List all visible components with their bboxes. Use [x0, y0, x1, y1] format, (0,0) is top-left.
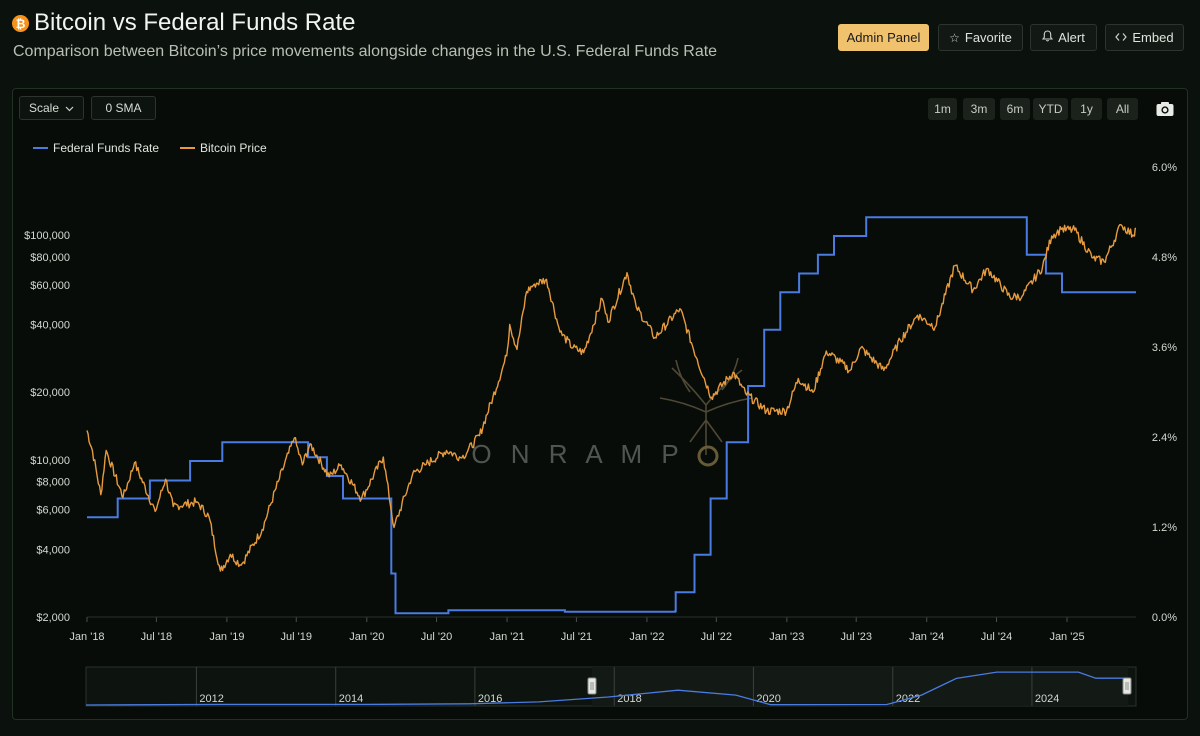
favorite-button[interactable]: ☆ Favorite	[938, 24, 1023, 51]
x-tick-label: Jul '20	[421, 631, 452, 643]
navigator-tick-label: 2014	[339, 693, 363, 705]
y-right-tick-label: 3.6%	[1152, 342, 1177, 354]
scale-label: Scale	[28, 101, 60, 115]
page-subtitle: Comparison between Bitcoin’s price movem…	[13, 43, 718, 60]
y-left-tick-label: $4,000	[36, 544, 70, 556]
scale-dropdown[interactable]: Scale	[19, 96, 84, 120]
legend-label-fed: Federal Funds Rate	[53, 141, 159, 155]
range-label: 1m	[934, 102, 951, 116]
range-label: YTD	[1038, 102, 1063, 116]
y-left-tick-label: $40,000	[30, 319, 70, 331]
y-left-tick-label: $80,000	[30, 252, 70, 264]
navigator-tick-label: 2016	[478, 693, 502, 705]
page-header: ₿ Bitcoin vs Federal Funds Rate Comparis…	[0, 0, 1200, 80]
bitcoin-price-line	[86, 223, 1137, 572]
y-right-tick-label: 4.8%	[1152, 252, 1177, 264]
page-title: Bitcoin vs Federal Funds Rate	[34, 9, 356, 36]
y-right-tick-label: 6.0%	[1152, 162, 1177, 174]
x-tick-label: Jan '22	[629, 631, 664, 643]
y-left-tick-label: $10,000	[30, 455, 70, 467]
watermark-text: O N R A M P	[471, 439, 684, 469]
favorite-label: Favorite	[964, 30, 1012, 45]
y-left-tick-label: $20,000	[30, 387, 70, 399]
chart-panel	[12, 88, 1188, 720]
navigator-handle[interactable]	[1122, 677, 1132, 695]
tree-ring	[697, 445, 719, 467]
range-6m-button[interactable]: 6m	[1000, 98, 1030, 120]
y-right-tick-label: 1.2%	[1152, 522, 1177, 534]
range-label: 6m	[1006, 102, 1024, 116]
range-1y-button[interactable]: 1y	[1071, 98, 1102, 120]
navigator-tick-label: 2012	[199, 693, 223, 705]
alert-label: Alert	[1058, 30, 1085, 45]
x-tick-label: Jan '20	[349, 631, 384, 643]
y-right-tick-label: 0.0%	[1152, 612, 1177, 624]
navigator-tick-label: 2024	[1035, 693, 1059, 705]
y-left-tick-label: $60,000	[30, 280, 70, 292]
x-tick-label: Jul '22	[701, 631, 732, 643]
alert-button[interactable]: Alert	[1030, 24, 1097, 51]
x-tick-label: Jul '19	[281, 631, 312, 643]
navigator-handle[interactable]	[587, 677, 597, 695]
sma-button[interactable]: 0 SMA	[91, 96, 156, 120]
embed-button[interactable]: Embed	[1105, 24, 1184, 51]
y-left-tick-label: $100,000	[24, 230, 70, 242]
sma-label: 0 SMA	[105, 101, 142, 115]
range-label: All	[1115, 102, 1130, 116]
chevron-down-icon	[65, 101, 74, 115]
admin-panel-label: Admin Panel	[846, 30, 921, 45]
navigator-tick-label: 2020	[756, 693, 780, 705]
x-tick-label: Jul '18	[141, 631, 172, 643]
admin-panel-button[interactable]: Admin Panel	[838, 24, 929, 51]
range-3m-button[interactable]: 3m	[963, 98, 995, 120]
y-left-tick-label: $6,000	[36, 505, 70, 517]
x-tick-label: Jan '23	[769, 631, 804, 643]
range-all-button[interactable]: All	[1107, 98, 1138, 120]
x-tick-label: Jan '18	[69, 631, 104, 643]
range-label: 1y	[1080, 102, 1093, 116]
legend-label-btc: Bitcoin Price	[200, 141, 267, 155]
x-tick-label: Jul '24	[981, 631, 1012, 643]
y-left-tick-label: $8,000	[36, 477, 70, 489]
x-tick-label: Jan '21	[489, 631, 524, 643]
x-tick-label: Jan '24	[909, 631, 944, 643]
fed-funds-rate-line	[87, 216, 1136, 615]
y-right-tick-label: 2.4%	[1152, 432, 1177, 444]
x-tick-label: Jan '25	[1049, 631, 1084, 643]
camera-icon[interactable]	[1155, 100, 1175, 118]
code-icon	[1115, 31, 1128, 45]
x-tick-label: Jul '23	[840, 631, 871, 643]
bitcoin-logo-icon: ₿	[12, 15, 29, 32]
x-tick-label: Jul '21	[561, 631, 592, 643]
star-icon: ☆	[949, 30, 960, 45]
navigator-selection	[592, 667, 1128, 706]
navigator-line	[85, 671, 1131, 706]
x-tick-label: Jan '19	[209, 631, 244, 643]
bell-icon	[1041, 30, 1054, 45]
embed-label: Embed	[1132, 30, 1174, 45]
range-1m-button[interactable]: 1m	[928, 98, 957, 120]
y-left-tick-label: $2,000	[36, 612, 70, 624]
range-label: 3m	[970, 102, 988, 116]
range-ytd-button[interactable]: YTD	[1033, 98, 1068, 120]
